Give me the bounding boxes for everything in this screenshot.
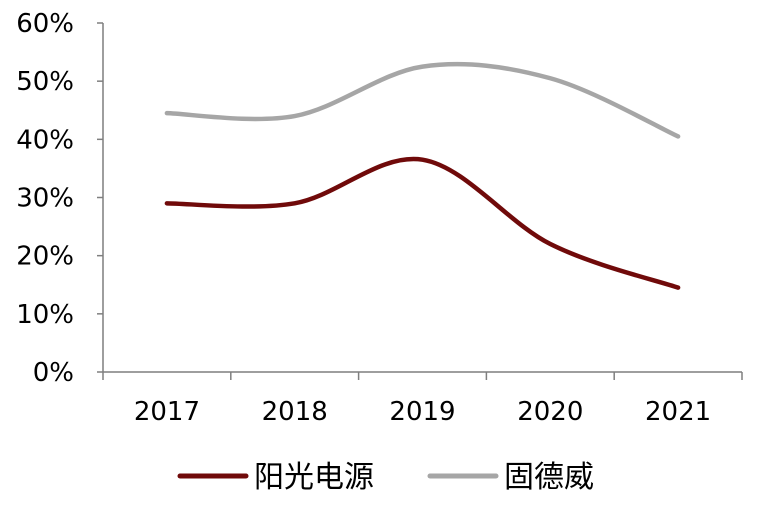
x-tick-label: 2018	[262, 397, 328, 427]
y-tick-label: 50%	[16, 67, 74, 97]
series-line-0	[164, 156, 681, 290]
x-tick-label: 2021	[645, 397, 711, 427]
x-axis: 2017 2018 2019 2020 2021	[102, 371, 743, 427]
series-layer	[164, 61, 681, 290]
x-tick-label: 2020	[517, 397, 583, 427]
y-tick-label: 30%	[16, 184, 74, 214]
legend: 阳光电源 固德威	[177, 460, 594, 495]
legend-label: 阳光电源	[254, 460, 374, 495]
y-axis: 0% 10% 20% 30% 40% 50% 60%	[16, 9, 104, 388]
y-tick-label: 20%	[16, 242, 74, 272]
series-line-1	[164, 61, 681, 139]
x-tick-label: 2019	[389, 397, 455, 427]
y-tick-label: 0%	[33, 358, 74, 388]
y-tick-label: 40%	[16, 125, 74, 155]
y-tick-label: 10%	[16, 300, 74, 330]
y-tick-label: 60%	[16, 9, 74, 39]
legend-label: 固德威	[504, 460, 594, 495]
x-tick-label: 2017	[134, 397, 200, 427]
